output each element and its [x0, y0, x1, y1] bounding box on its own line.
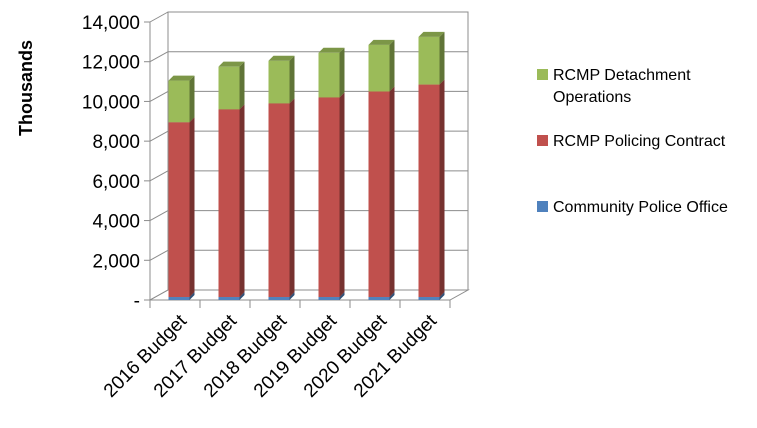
- bar-front: [268, 60, 290, 104]
- gridline-side: [149, 130, 169, 142]
- bar-segment-2: [218, 104, 245, 298]
- bar-segment-2: [368, 86, 395, 298]
- bar-front: [168, 122, 190, 298]
- bar-front: [418, 297, 440, 300]
- bar-side: [389, 39, 395, 92]
- legend-swatch: [537, 201, 548, 212]
- bar-top: [368, 39, 395, 45]
- gridlines: [149, 11, 468, 301]
- bar-segment-2: [268, 98, 295, 298]
- y-tick-label: 2,000: [92, 251, 140, 272]
- bar-top: [318, 47, 345, 53]
- bar-side: [239, 104, 245, 298]
- bar-segment-3: [218, 61, 245, 110]
- y-axis-label: Thousands: [16, 40, 36, 136]
- bar-front: [218, 297, 240, 300]
- bar-segment-3: [418, 31, 445, 85]
- legend-item: RCMP Detachment Operations: [537, 67, 691, 106]
- gridline-side: [149, 249, 169, 261]
- bar-segment-2: [168, 117, 195, 298]
- legend-swatch: [537, 69, 548, 80]
- bar-segment-3: [318, 47, 345, 98]
- bar-side: [389, 86, 395, 298]
- bar-front: [218, 66, 240, 110]
- legend-swatch: [537, 135, 548, 146]
- y-axis-ticks: - 2,000 4,000 6,000 8,000 10,000 12,000 14,000: [82, 13, 150, 312]
- bar-front: [318, 52, 340, 98]
- bar-side: [239, 61, 245, 110]
- bar-segment-3: [168, 75, 195, 123]
- bar-front: [318, 97, 340, 298]
- y-tick-label: 4,000: [92, 212, 140, 233]
- bars: [168, 31, 445, 300]
- bar-top: [418, 31, 445, 37]
- bar-front: [168, 80, 190, 123]
- bar-side: [189, 117, 195, 298]
- gridline-side: [149, 170, 169, 182]
- bar-front: [268, 297, 290, 300]
- bar-front: [168, 297, 190, 300]
- legend: RCMP Detachment Operations RCMP Policing C…: [537, 67, 728, 216]
- bar-front: [318, 297, 340, 300]
- y-tick-label: 10,000: [82, 92, 140, 113]
- bar-side: [189, 292, 195, 300]
- bar-front: [268, 103, 290, 298]
- bar-side: [439, 292, 445, 300]
- legend-label: RCMP Detachment: [553, 67, 691, 84]
- bar-side: [389, 292, 395, 300]
- gridline-side: [149, 51, 169, 63]
- bar-side: [289, 55, 295, 104]
- y-tick-label: 12,000: [82, 53, 140, 74]
- bar-side: [339, 292, 345, 300]
- bar-segment-3: [368, 39, 395, 92]
- y-tick-label: 14,000: [82, 13, 140, 34]
- bar-side: [339, 47, 345, 98]
- bar-segment-2: [318, 92, 345, 298]
- bar-segment-3: [268, 55, 295, 104]
- bar-side: [289, 98, 295, 298]
- bar-front: [218, 109, 240, 298]
- bar-side: [339, 92, 345, 298]
- bar-front: [418, 84, 440, 298]
- bar-segment-2: [418, 79, 445, 298]
- y-tick-label: 8,000: [92, 132, 140, 153]
- legend-label: RCMP Policing Contract: [553, 133, 726, 150]
- y-tick-label: 6,000: [92, 172, 140, 193]
- bar-top: [168, 75, 195, 81]
- bar-front: [368, 91, 390, 298]
- bar-front: [368, 44, 390, 92]
- bar-side: [289, 292, 295, 300]
- bar-side: [439, 79, 445, 298]
- bar-side: [239, 292, 245, 300]
- bar-front: [368, 297, 390, 300]
- gridline-side: [149, 210, 169, 222]
- legend-label: Operations: [553, 89, 631, 106]
- gridline-side: [149, 90, 169, 102]
- bar-side: [439, 31, 445, 85]
- legend-label: Community Police Office: [553, 199, 728, 216]
- legend-item: Community Police Office: [537, 199, 728, 216]
- bar-top: [218, 61, 245, 67]
- bar-top: [268, 55, 295, 61]
- bar-front: [418, 36, 440, 85]
- legend-item: RCMP Policing Contract: [537, 133, 726, 150]
- gridline-side: [149, 11, 169, 23]
- bar-side: [189, 75, 195, 123]
- y-tick-label: -: [134, 291, 140, 312]
